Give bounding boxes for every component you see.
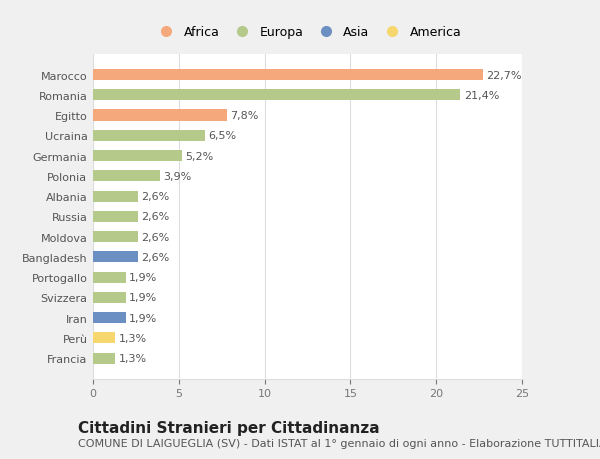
Legend: Africa, Europa, Asia, America: Africa, Europa, Asia, America [150, 22, 465, 43]
Bar [93, 231, 137, 243]
Text: 7,8%: 7,8% [230, 111, 259, 121]
Bar [93, 292, 125, 303]
Text: COMUNE DI LAIGUEGLIA (SV) - Dati ISTAT al 1° gennaio di ogni anno - Elaborazione: COMUNE DI LAIGUEGLIA (SV) - Dati ISTAT a… [78, 438, 600, 448]
Text: 3,9%: 3,9% [163, 172, 191, 181]
Text: 1,3%: 1,3% [119, 353, 147, 364]
Bar [93, 90, 460, 101]
Text: 1,9%: 1,9% [129, 313, 157, 323]
Bar [93, 211, 137, 223]
Text: 2,6%: 2,6% [141, 212, 169, 222]
Bar [93, 151, 182, 162]
Bar [93, 70, 482, 81]
Text: 2,6%: 2,6% [141, 232, 169, 242]
Bar [93, 130, 205, 141]
Bar [93, 110, 227, 121]
Text: 22,7%: 22,7% [486, 70, 521, 80]
Bar [93, 252, 137, 263]
Bar [93, 171, 160, 182]
Text: 6,5%: 6,5% [208, 131, 236, 141]
Bar [93, 313, 125, 324]
Bar [93, 333, 115, 344]
Bar [93, 191, 137, 202]
Text: Cittadini Stranieri per Cittadinanza: Cittadini Stranieri per Cittadinanza [78, 420, 380, 435]
Text: 21,4%: 21,4% [464, 90, 499, 101]
Text: 5,2%: 5,2% [185, 151, 214, 161]
Text: 2,6%: 2,6% [141, 192, 169, 202]
Text: 1,9%: 1,9% [129, 293, 157, 303]
Bar [93, 272, 125, 283]
Text: 2,6%: 2,6% [141, 252, 169, 262]
Bar [93, 353, 115, 364]
Text: 1,9%: 1,9% [129, 273, 157, 283]
Text: 1,3%: 1,3% [119, 333, 147, 343]
